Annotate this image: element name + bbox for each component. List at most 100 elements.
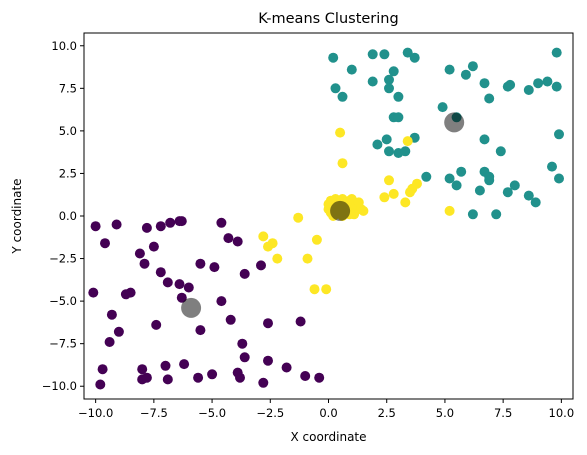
data-point-cluster-3	[337, 158, 348, 169]
data-point-cluster-2	[542, 76, 553, 87]
data-point-cluster-1	[151, 319, 162, 330]
data-point-cluster-1	[281, 362, 292, 373]
data-point-cluster-2	[479, 134, 490, 145]
data-point-cluster-2	[554, 129, 564, 140]
data-point-cluster-1	[97, 364, 108, 375]
data-point-cluster-3	[309, 284, 320, 295]
data-point-cluster-1	[113, 326, 124, 337]
data-point-cluster-2	[328, 52, 339, 63]
data-point-cluster-2	[367, 49, 378, 60]
y-tick-label: −7.5	[49, 337, 77, 351]
data-point-cluster-3	[311, 234, 322, 245]
data-point-cluster-2	[474, 185, 485, 196]
x-tick-label: 7.5	[494, 406, 512, 420]
data-point-cluster-2	[533, 78, 544, 89]
data-point-cluster-2	[484, 175, 495, 186]
y-tick-label: −2.5	[49, 252, 77, 266]
data-point-cluster-1	[237, 338, 248, 349]
data-point-cluster-1	[104, 337, 115, 347]
x-tick-label: 2.5	[378, 406, 396, 420]
data-point-cluster-1	[225, 314, 236, 325]
data-point-cluster-2	[444, 173, 455, 184]
centroid-marker	[181, 297, 202, 318]
data-point-cluster-1	[183, 282, 194, 293]
centroid-marker	[330, 200, 351, 221]
data-point-cluster-2	[491, 209, 502, 220]
data-point-cluster-2	[384, 74, 394, 85]
data-point-cluster-1	[263, 318, 273, 329]
data-point-cluster-1	[176, 292, 187, 303]
data-point-cluster-3	[335, 127, 346, 138]
data-point-cluster-3	[321, 284, 332, 295]
data-point-cluster-1	[216, 296, 227, 307]
data-point-cluster-1	[232, 236, 243, 247]
data-point-cluster-2	[451, 180, 462, 191]
data-point-cluster-1	[179, 359, 190, 370]
data-point-cluster-1	[207, 369, 218, 380]
x-axis-ticks: −10.0 −7.5 −5.0 −2.5 0.0 2.5 5.0 7.5 10.0	[78, 399, 574, 420]
data-point-cluster-1	[216, 217, 227, 228]
data-point-cluster-1	[162, 374, 173, 385]
data-point-cluster-2	[393, 91, 404, 102]
data-point-cluster-2	[402, 47, 413, 58]
data-point-cluster-3	[405, 187, 415, 198]
data-point-cluster-1	[193, 372, 204, 383]
data-point-cluster-1	[314, 372, 325, 383]
data-point-cluster-2	[346, 64, 357, 75]
x-tick-label: 5.0	[436, 406, 454, 420]
data-point-cluster-1	[195, 258, 206, 269]
y-tick-label: 7.5	[59, 81, 77, 95]
x-tick-label: 0.0	[319, 406, 337, 420]
data-point-cluster-2	[479, 78, 490, 89]
data-point-cluster-2	[384, 83, 394, 94]
data-point-cluster-3	[258, 231, 269, 242]
data-point-cluster-3	[402, 136, 413, 147]
data-point-cluster-2	[551, 47, 562, 58]
data-point-cluster-2	[384, 146, 394, 157]
data-point-cluster-2	[330, 83, 341, 94]
data-point-cluster-2	[523, 85, 534, 95]
chart-title: K-means Clustering	[258, 11, 398, 27]
data-point-cluster-2	[372, 139, 383, 150]
x-tick-label: −7.5	[140, 406, 168, 420]
data-point-cluster-1	[165, 217, 176, 228]
data-point-cluster-3	[272, 253, 283, 264]
data-point-cluster-1	[141, 372, 152, 383]
data-point-cluster-1	[100, 238, 110, 249]
data-point-cluster-3	[349, 209, 360, 220]
data-point-cluster-1	[295, 316, 306, 327]
y-tick-label: −5.0	[49, 294, 77, 308]
data-point-cluster-3	[263, 241, 273, 252]
data-point-cluster-1	[139, 258, 150, 269]
data-point-cluster-1	[256, 260, 266, 271]
x-tick-label: −5.0	[198, 406, 226, 420]
data-point-cluster-3	[400, 197, 411, 208]
data-point-cluster-1	[90, 221, 101, 232]
data-point-cluster-2	[505, 79, 516, 90]
data-point-cluster-2	[437, 102, 448, 113]
data-point-cluster-1	[95, 379, 106, 390]
data-point-cluster-3	[293, 212, 304, 223]
data-point-cluster-1	[223, 233, 234, 244]
data-point-cluster-2	[551, 81, 562, 92]
data-point-cluster-3	[384, 175, 394, 186]
data-point-cluster-2	[388, 66, 399, 77]
x-tick-label: −2.5	[256, 406, 284, 420]
data-point-cluster-1	[120, 289, 131, 300]
data-point-cluster-3	[379, 192, 390, 203]
data-point-cluster-1	[263, 355, 273, 366]
x-tick-label: 10.0	[549, 406, 575, 420]
data-point-cluster-2	[444, 64, 455, 75]
y-tick-label: 5.0	[59, 124, 77, 138]
data-point-cluster-2	[484, 93, 495, 104]
centroid-marker	[444, 112, 465, 133]
data-point-cluster-2	[379, 49, 390, 60]
data-point-cluster-3	[323, 199, 334, 210]
data-point-cluster-3	[388, 188, 399, 199]
data-point-cluster-1	[160, 360, 171, 371]
data-point-cluster-2	[467, 209, 478, 220]
data-point-cluster-1	[88, 287, 99, 298]
y-axis-ticks: −10.0 −7.5 −5.0 −2.5 0.0 2.5 5.0 7.5 10.0	[42, 39, 84, 393]
data-point-cluster-1	[148, 241, 159, 252]
